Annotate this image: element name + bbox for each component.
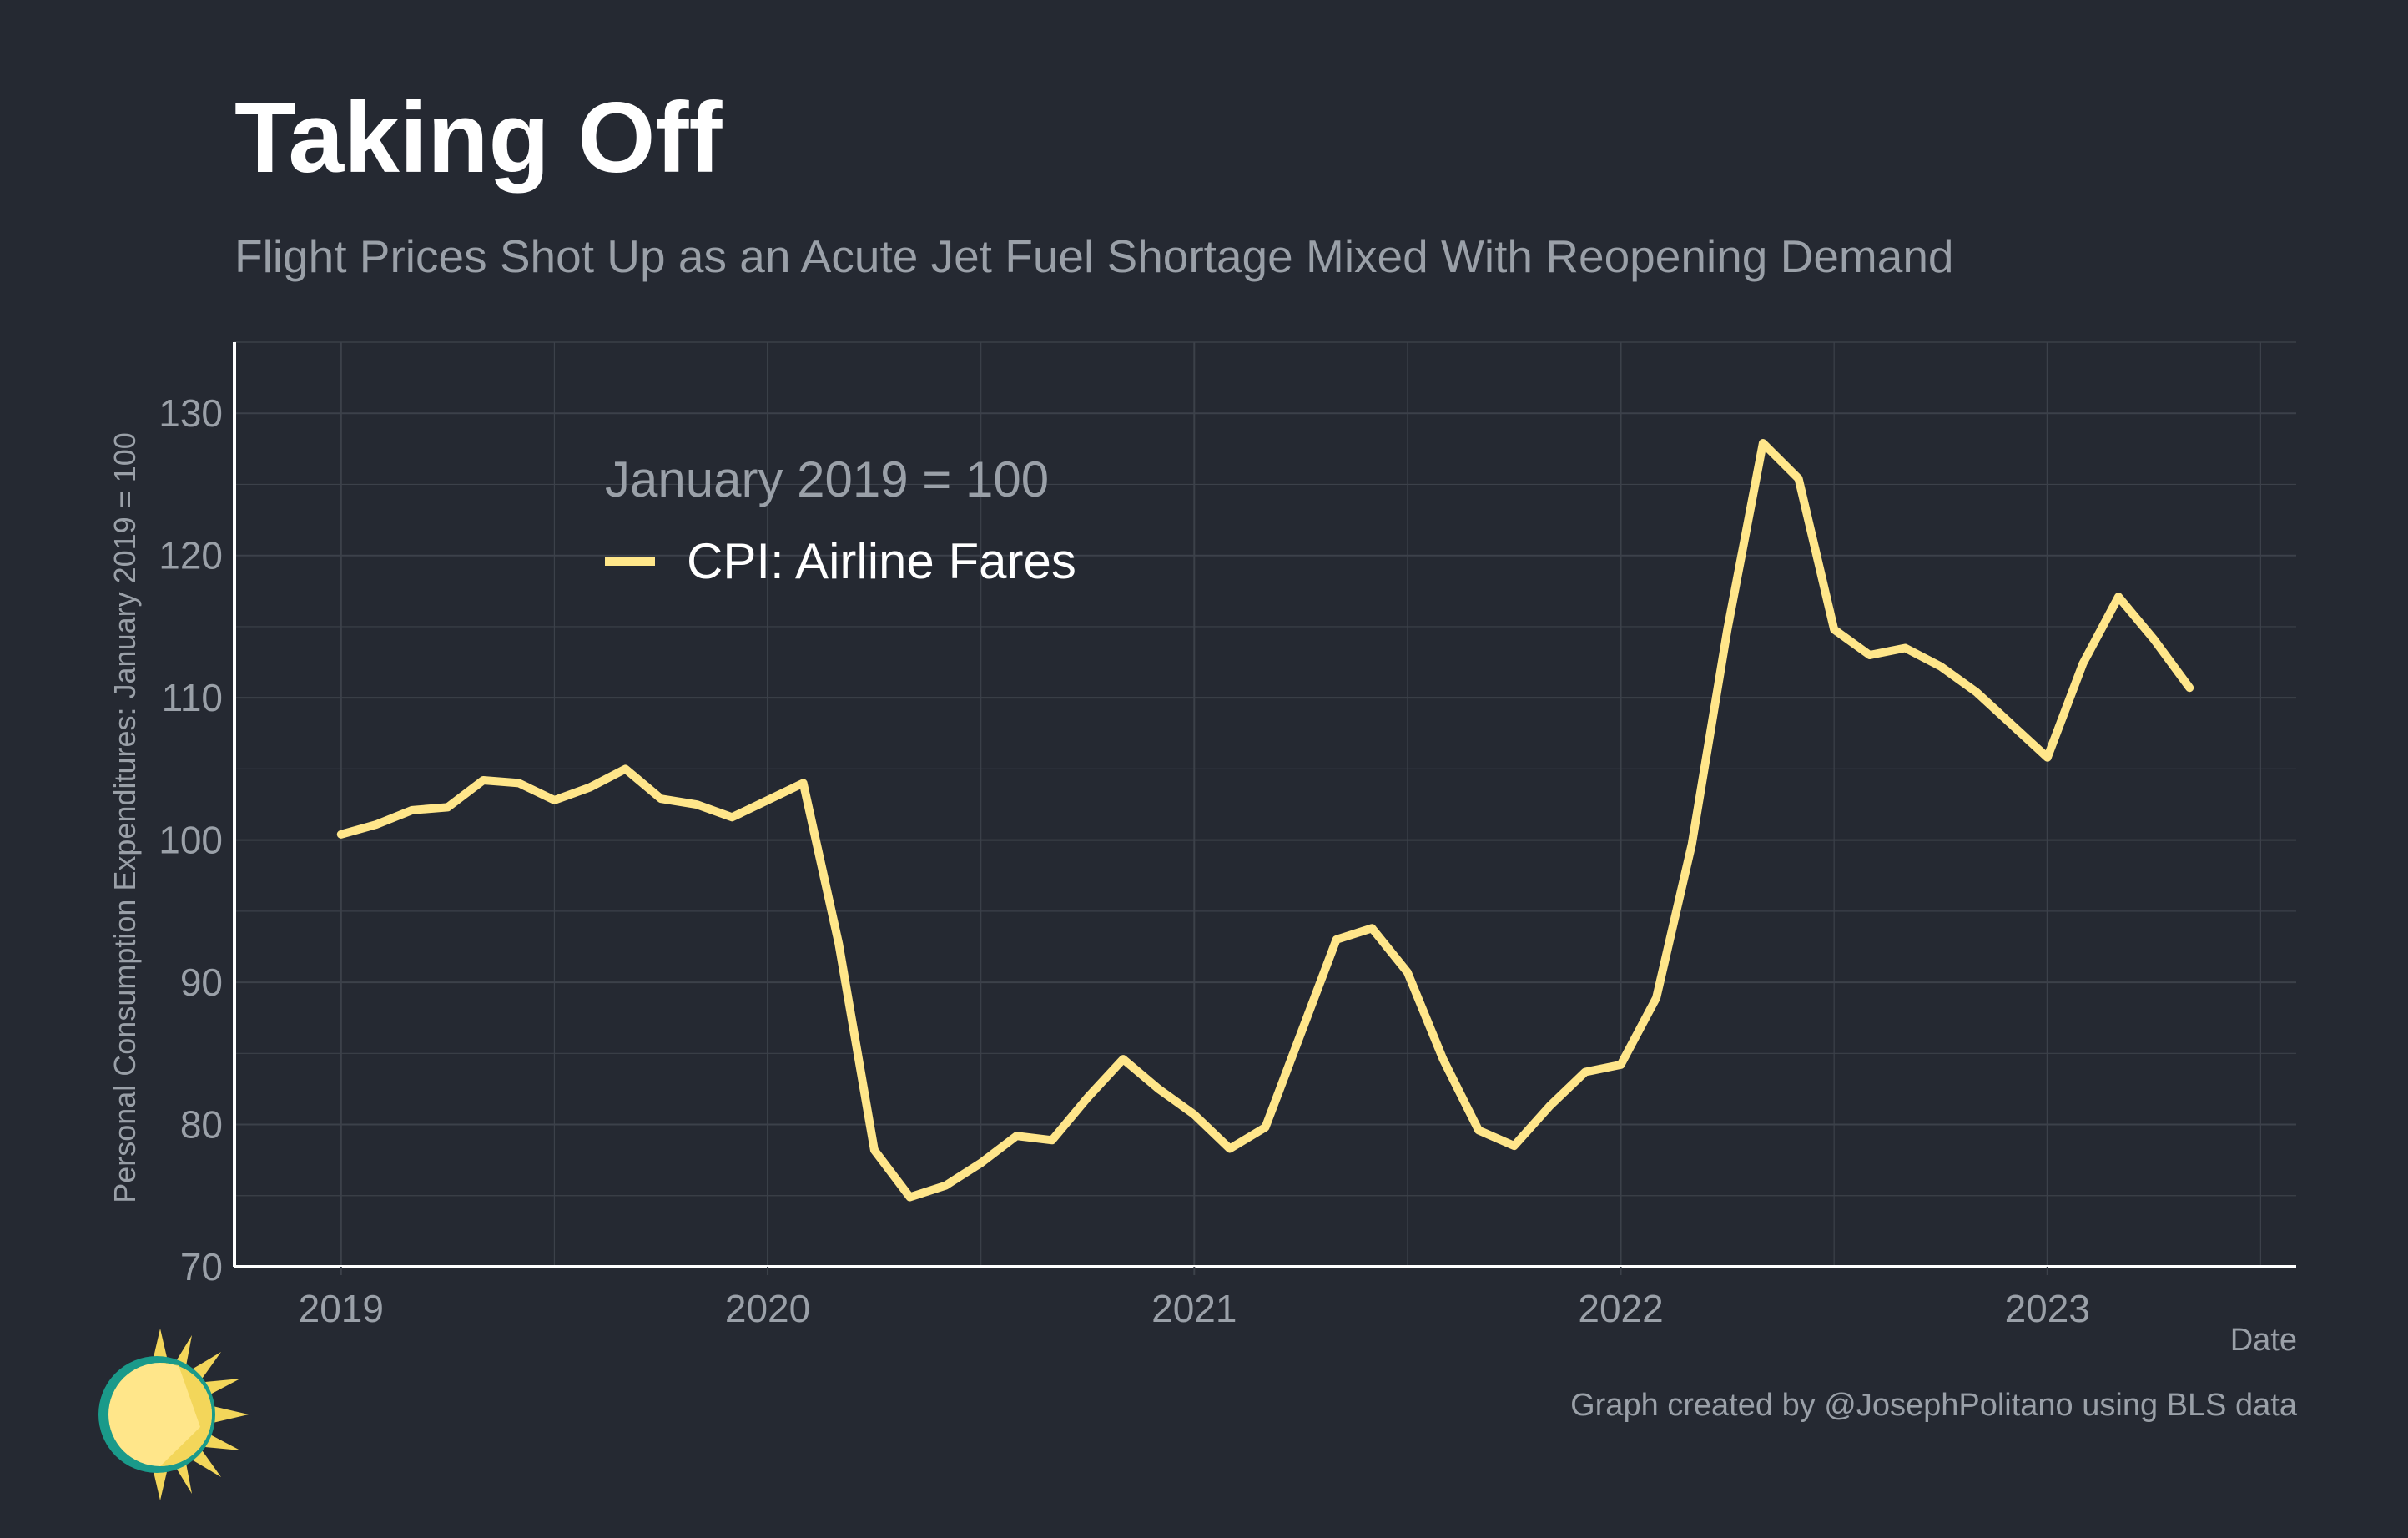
chart-axes: [233, 342, 2296, 1275]
chart-series: [336, 439, 2194, 1202]
chart-legend: January 2019 = 100 CPI: Airline Fares: [605, 455, 1076, 587]
legend-title: January 2019 = 100: [605, 451, 1050, 507]
legend-entry: CPI: Airline Fares: [605, 537, 1076, 587]
source-caption: Graph created by @JosephPolitano using B…: [1570, 1388, 2297, 1423]
x-tick-label: 2021: [1151, 1287, 1237, 1330]
y-tick-label: 90: [180, 961, 223, 1004]
y-tick-label: 80: [180, 1103, 223, 1147]
y-tick-label: 130: [159, 391, 223, 435]
x-tick-label: 2022: [1578, 1287, 1663, 1330]
y-tick-label: 70: [180, 1245, 223, 1288]
series-line-airline-fares: [336, 439, 2194, 1202]
x-axis-label: Date: [2229, 1323, 2297, 1358]
sun-logo-icon: [98, 1329, 249, 1500]
x-tick-label: 2023: [2005, 1287, 2090, 1330]
y-tick-label: 100: [159, 819, 223, 862]
chart-tick-labels: 70 80 90 100 110 120 130 2019 2020 2021 2022 2023: [159, 391, 2090, 1330]
y-tick-label: 110: [162, 676, 223, 719]
x-tick-label: 2020: [725, 1287, 810, 1330]
legend-label: CPI: Airline Fares: [687, 533, 1076, 589]
y-axis-label: Personal Consumption Expenditures: Janua…: [108, 432, 142, 1203]
page-title: Taking Off: [234, 82, 723, 194]
page-subtitle: Flight Prices Shot Up as an Acute Jet Fu…: [234, 230, 1954, 282]
y-tick-label: 120: [159, 534, 223, 577]
legend-swatch: [605, 557, 655, 566]
x-tick-label: 2019: [299, 1287, 384, 1330]
chart-grid: [234, 341, 2296, 1267]
